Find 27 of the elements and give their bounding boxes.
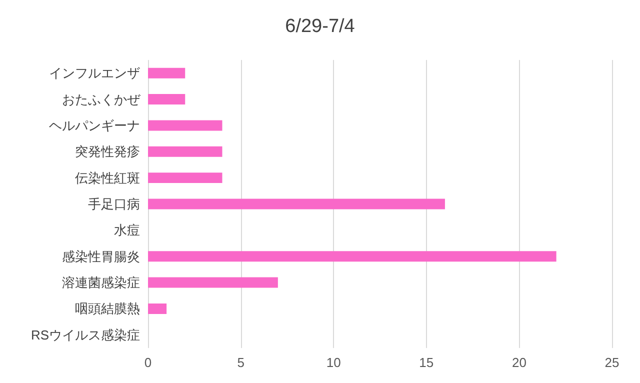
y-tick-label: 手足口病 [88,196,140,212]
y-tick-label: インフルエンザ [49,66,140,81]
y-tick-label: 溶連菌感染症 [62,275,140,290]
y-tick-label: おたふくかぜ [62,92,141,107]
bar [148,251,556,262]
x-tick-label: 5 [237,355,244,370]
y-tick-label: 感染性胃腸炎 [62,248,140,264]
x-tick-label: 25 [604,355,620,370]
y-tick-label: 伝染性紅斑 [75,170,140,186]
y-tick-label: 咽頭結膜熱 [75,301,140,316]
bar [148,303,167,314]
bar [148,120,222,131]
y-tick-label: 突発性発疹 [75,144,140,160]
bar [148,68,186,78]
x-tick-label: 20 [512,355,526,370]
x-tick-label: 15 [419,355,434,370]
x-tick-label: 0 [144,355,152,370]
bar [148,146,222,157]
y-tick-label: RSウイルス感染症 [30,327,140,342]
y-tick-label: ヘルパンギーナ [49,118,140,133]
y-tick-label: 水痘 [114,222,140,238]
bar [148,172,222,184]
x-tick-label: 10 [326,355,341,370]
chart-title: 6/29-7/4 [285,16,356,37]
bar [148,94,186,105]
bar [148,198,445,210]
bar [148,277,278,288]
